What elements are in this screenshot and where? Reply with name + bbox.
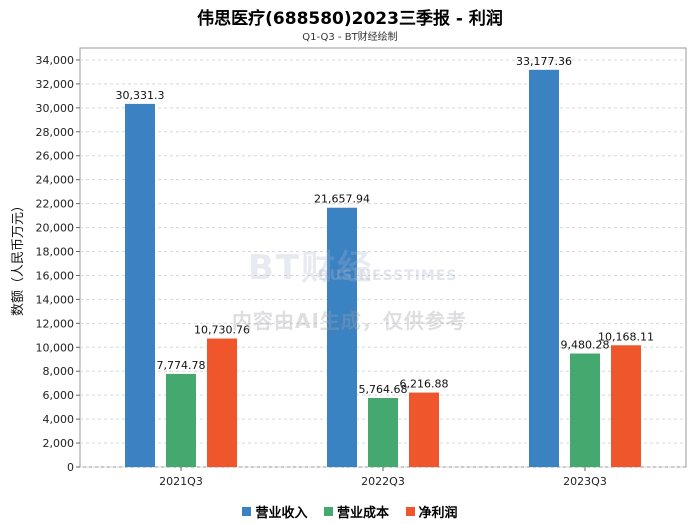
y-tick-label: 26,000 <box>36 150 75 163</box>
legend-label-cost: 营业成本 <box>336 506 389 521</box>
y-tick-label: 2,000 <box>43 437 75 450</box>
y-tick-label: 18,000 <box>36 246 75 259</box>
data-label: 21,657.94 <box>314 193 370 206</box>
y-tick-label: 6,000 <box>43 389 75 402</box>
watermark-logo: BT财经 <box>248 248 374 288</box>
data-label: 10,168.11 <box>598 330 654 343</box>
y-tick-label: 4,000 <box>43 413 75 426</box>
bar[interactable] <box>368 397 398 467</box>
chart-title: 伟思医疗(688580)2023三季报 - 利润 <box>197 9 503 29</box>
bar[interactable] <box>570 353 600 467</box>
y-tick-label: 22,000 <box>36 198 75 211</box>
data-label: 30,331.3 <box>116 89 165 102</box>
data-label: 33,177.36 <box>516 55 572 68</box>
bar[interactable] <box>207 338 237 467</box>
y-tick-label: 34,000 <box>36 54 75 67</box>
y-tick-label: 0 <box>67 461 74 474</box>
y-tick-label: 24,000 <box>36 174 75 187</box>
x-tick-label: 2022Q3 <box>361 475 405 488</box>
legend-item-net-profit[interactable]: 净利润 <box>405 502 458 521</box>
bar[interactable] <box>166 373 196 467</box>
watermark-logo-sub: BUSINESSTIMES <box>318 268 458 284</box>
y-tick-label: 28,000 <box>36 126 75 139</box>
y-tick-label: 32,000 <box>36 78 75 91</box>
y-axis-label: 数额（人民币万元） <box>11 199 26 316</box>
data-label: 6,216.88 <box>400 378 449 391</box>
legend-item-cost[interactable]: 营业成本 <box>323 502 389 521</box>
data-label: 7,774.78 <box>157 359 206 372</box>
data-label: 10,730.76 <box>194 324 250 337</box>
bar-chart: 0 2,000 4,000 6,000 8,000 10,000 12,000 14,000 1… <box>11 47 687 488</box>
bar[interactable] <box>529 69 559 467</box>
data-label: 9,480.28 <box>561 339 610 352</box>
x-tick-label: 2023Q3 <box>563 475 607 488</box>
y-tick-label: 16,000 <box>36 269 75 282</box>
bar[interactable] <box>327 207 357 467</box>
y-tick-label: 12,000 <box>36 317 75 330</box>
y-tick-label: 8,000 <box>43 365 75 378</box>
y-tick-label: 30,000 <box>36 102 75 115</box>
data-label: 5,764.68 <box>359 383 408 396</box>
chart-legend: 营业收入 营业成本 净利润 <box>0 502 700 521</box>
legend-label-net-profit: 净利润 <box>418 506 458 521</box>
bar[interactable] <box>409 392 439 467</box>
chart-subtitle: Q1-Q3 - BT财经绘制 <box>302 32 398 43</box>
bar[interactable] <box>611 345 641 467</box>
bar[interactable] <box>125 103 155 468</box>
x-tick-label: 2021Q3 <box>159 475 203 488</box>
legend-swatch-net-profit <box>405 507 415 516</box>
legend-swatch-cost <box>323 507 333 516</box>
legend-swatch-revenue <box>242 507 252 516</box>
y-tick-label: 14,000 <box>36 293 75 306</box>
watermark-notice: 内容由AI生成，仅供参考 <box>232 309 467 333</box>
legend-item-revenue[interactable]: 营业收入 <box>242 502 307 521</box>
y-tick-label: 10,000 <box>36 341 75 354</box>
legend-label-revenue: 营业收入 <box>255 506 308 521</box>
y-tick-label: 20,000 <box>36 222 75 235</box>
